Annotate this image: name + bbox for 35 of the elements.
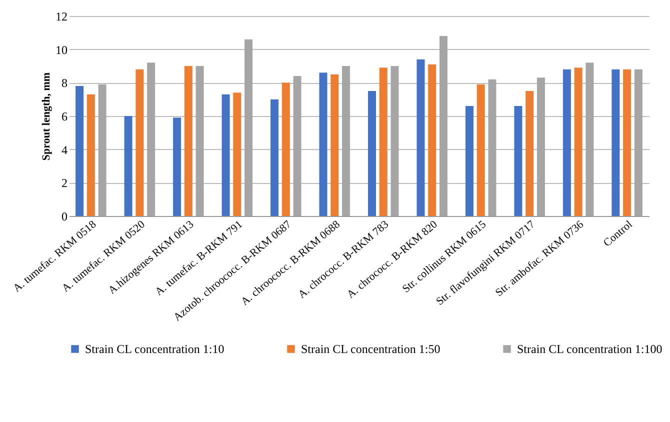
bar — [416, 59, 425, 216]
bar — [233, 92, 242, 216]
bar — [136, 69, 144, 216]
legend-label: Strain CL concentration 1:10 — [85, 342, 224, 356]
bar — [514, 106, 522, 216]
bar — [428, 64, 436, 216]
y-tick-label: 8 — [62, 76, 68, 90]
bar — [368, 91, 376, 216]
bar — [86, 94, 95, 216]
bar — [623, 69, 632, 216]
bar — [465, 106, 474, 216]
bar — [222, 94, 230, 216]
legend-label: Strain CL concentration 1:100 — [517, 342, 662, 356]
bar — [76, 86, 84, 216]
bar — [574, 68, 582, 216]
bar — [282, 82, 290, 216]
bar — [173, 118, 182, 216]
y-axis-title: Sprout length, mm — [40, 72, 52, 161]
y-tick-label: 10 — [56, 42, 68, 57]
bar — [562, 69, 571, 216]
legend-label: Strain CL concentration 1:50 — [301, 342, 440, 356]
bar — [270, 99, 279, 216]
y-tick-label: 6 — [62, 110, 68, 124]
bar — [612, 69, 620, 216]
bar — [476, 84, 485, 216]
y-tick-label: 2 — [62, 176, 68, 190]
bar — [124, 116, 132, 216]
y-tick-label: 12 — [56, 10, 68, 24]
bar — [319, 72, 328, 216]
y-tick-label: 0 — [62, 210, 68, 224]
bar — [330, 74, 339, 216]
bar — [526, 91, 534, 216]
y-tick-label: 4 — [62, 142, 68, 157]
bar — [379, 68, 388, 216]
bar — [184, 66, 192, 216]
